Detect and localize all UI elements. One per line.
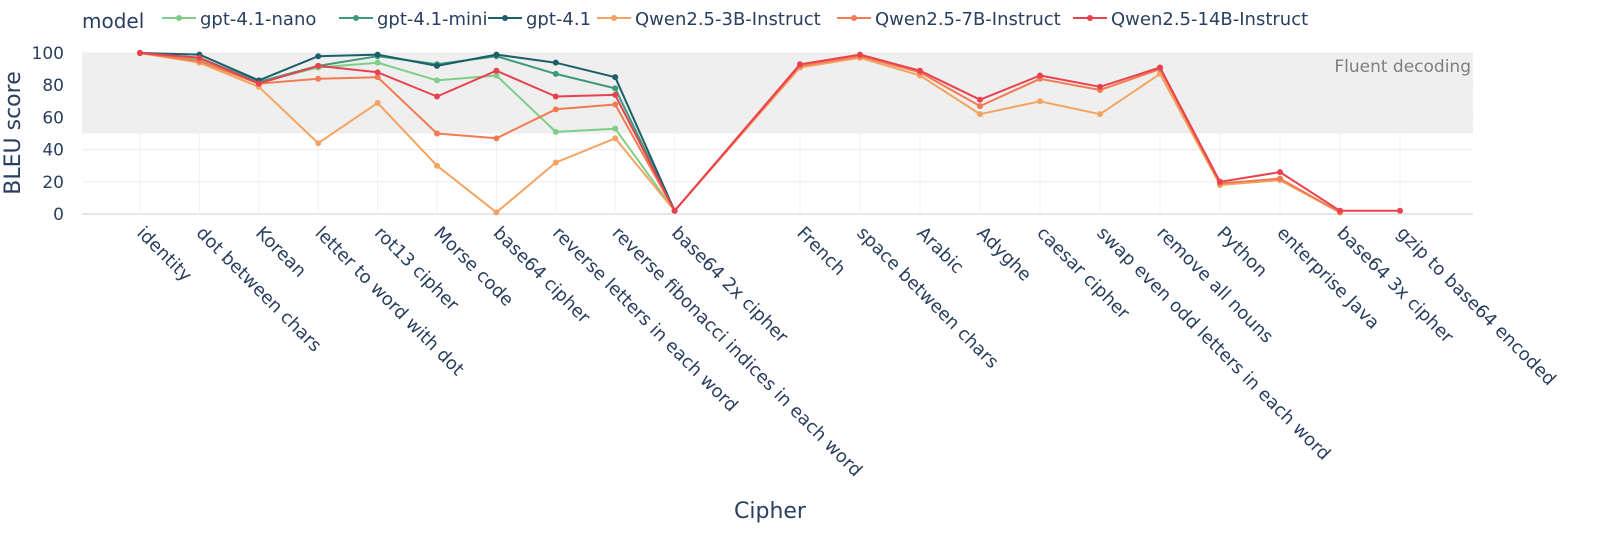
data-point-qwen2-5-7b-instruct — [977, 103, 983, 110]
legend-item-qwen2-5-7b-instruct[interactable]: Qwen2.5-7B-Instruct — [837, 9, 1061, 30]
data-point-qwen2-5-3b-instruct — [612, 135, 619, 142]
legend-swatch-marker — [611, 15, 617, 21]
legend-item-gpt-4-1-mini[interactable]: gpt-4.1-mini — [339, 9, 487, 30]
y-axis-title: BLEU score — [1, 71, 26, 194]
data-point-qwen2-5-7b-instruct — [493, 135, 500, 142]
data-point-gpt-4-1 — [374, 51, 381, 58]
legend-item-gpt-4-1-nano[interactable]: gpt-4.1-nano — [162, 9, 316, 30]
data-point-qwen2-5-7b-instruct — [315, 75, 322, 82]
data-point-gpt-4-1-nano — [493, 72, 500, 79]
legend-swatch-marker — [851, 15, 857, 21]
series-layer — [137, 50, 1403, 216]
legend-item-gpt-4-1[interactable]: gpt-4.1 — [488, 9, 591, 30]
legend-item-qwen2-5-3b-instruct[interactable]: Qwen2.5-3B-Instruct — [597, 9, 821, 30]
y-tick-label: 20 — [42, 173, 64, 193]
data-point-qwen2-5-14b-instruct — [1037, 72, 1043, 79]
data-point-qwen2-5-14b-instruct — [137, 50, 143, 56]
data-point-qwen2-5-7b-instruct — [552, 106, 559, 113]
x-tick-label-remove-all-nouns: remove all nouns — [1152, 223, 1277, 348]
data-point-gpt-4-1-nano — [374, 59, 381, 66]
data-point-qwen2-5-14b-instruct — [612, 91, 619, 98]
legend-title: model — [82, 9, 144, 33]
data-point-qwen2-5-14b-instruct — [196, 54, 203, 61]
data-point-qwen2-5-14b-instruct — [552, 93, 559, 100]
x-tick-label-korean: Korean — [251, 223, 310, 282]
x-tick-label-enterprise-java: enterprise Java — [1272, 223, 1383, 334]
x-tick-label-french: French — [792, 223, 849, 280]
legend-label: gpt-4.1-nano — [200, 9, 316, 30]
data-point-qwen2-5-7b-instruct — [612, 101, 619, 108]
data-point-qwen2-5-7b-instruct — [1277, 175, 1283, 182]
y-tick-label: 100 — [32, 44, 64, 64]
data-point-qwen2-5-14b-instruct — [1337, 207, 1343, 214]
band-label: Fluent decoding — [1334, 57, 1471, 77]
y-tick-label: 80 — [42, 76, 64, 96]
y-tick-label: 40 — [42, 141, 64, 161]
data-point-gpt-4-1-nano — [552, 128, 559, 135]
legend-swatch-marker — [353, 15, 359, 21]
data-point-qwen2-5-14b-instruct — [1397, 207, 1403, 214]
legend-swatch-marker — [1087, 15, 1093, 21]
data-point-qwen2-5-14b-instruct — [315, 62, 322, 69]
data-point-qwen2-5-3b-instruct — [552, 159, 559, 166]
legend-swatch-marker — [502, 15, 508, 21]
data-point-gpt-4-1-mini — [612, 85, 619, 92]
x-axis-title: Cipher — [734, 499, 807, 524]
data-point-gpt-4-1-nano — [612, 125, 619, 132]
data-point-qwen2-5-14b-instruct — [917, 67, 923, 74]
data-point-qwen2-5-14b-instruct — [493, 67, 500, 74]
data-point-qwen2-5-3b-instruct — [374, 99, 381, 106]
data-point-qwen2-5-14b-instruct — [1217, 178, 1223, 185]
legend-label: Qwen2.5-14B-Instruct — [1111, 9, 1308, 30]
series-qwen2-5-14b-instruct — [137, 50, 1403, 214]
data-point-qwen2-5-14b-instruct — [977, 96, 983, 103]
grid-lines — [82, 52, 1473, 215]
data-point-qwen2-5-14b-instruct — [857, 51, 863, 58]
legend-label: Qwen2.5-7B-Instruct — [875, 9, 1061, 30]
data-point-qwen2-5-14b-instruct — [671, 207, 678, 214]
data-point-qwen2-5-14b-instruct — [1157, 64, 1163, 71]
legend-label: gpt-4.1 — [526, 9, 591, 30]
data-point-gpt-4-1 — [315, 53, 322, 60]
data-point-gpt-4-1-nano — [434, 77, 440, 84]
y-tick-label: 60 — [42, 108, 64, 128]
legend-swatch-marker — [176, 15, 182, 21]
legend-label: gpt-4.1-mini — [377, 9, 487, 30]
data-point-qwen2-5-3b-instruct — [493, 209, 500, 216]
x-tick-label-python: Python — [1212, 223, 1271, 282]
legend-item-qwen2-5-14b-instruct[interactable]: Qwen2.5-14B-Instruct — [1073, 9, 1308, 30]
data-point-gpt-4-1-mini — [552, 70, 559, 77]
data-point-qwen2-5-3b-instruct — [315, 140, 322, 147]
data-point-qwen2-5-14b-instruct — [434, 93, 440, 100]
data-point-qwen2-5-7b-instruct — [374, 74, 381, 81]
data-point-qwen2-5-14b-instruct — [1097, 83, 1103, 90]
data-point-gpt-4-1 — [552, 59, 559, 66]
data-point-gpt-4-1 — [493, 51, 500, 58]
series-line-gpt-4-1 — [139, 52, 676, 212]
data-point-qwen2-5-14b-instruct — [797, 61, 803, 68]
data-point-qwen2-5-3b-instruct — [977, 111, 983, 118]
plot-area: Fluent decoding — [82, 50, 1473, 216]
data-point-qwen2-5-14b-instruct — [1277, 169, 1283, 176]
legend: model gpt-4.1-nano gpt-4.1-mini gpt-4.1 Qwe… — [82, 9, 1308, 33]
data-point-gpt-4-1 — [434, 62, 440, 69]
data-point-qwen2-5-3b-instruct — [1037, 98, 1043, 105]
x-tick-label-arabic: Arabic — [912, 223, 967, 278]
y-axis: 0 20 40 60 80 100 — [32, 44, 64, 225]
x-tick-label-adyghe: Adyghe — [972, 223, 1035, 286]
y-tick-label: 0 — [53, 205, 64, 225]
data-point-qwen2-5-14b-instruct — [374, 69, 381, 76]
legend-label: Qwen2.5-3B-Instruct — [635, 9, 821, 30]
data-point-qwen2-5-7b-instruct — [434, 130, 440, 137]
data-point-qwen2-5-3b-instruct — [1097, 111, 1103, 118]
x-tick-label-identity: identity — [132, 223, 196, 287]
data-point-qwen2-5-14b-instruct — [255, 80, 262, 87]
data-point-qwen2-5-3b-instruct — [434, 162, 440, 169]
data-point-gpt-4-1 — [612, 74, 619, 81]
